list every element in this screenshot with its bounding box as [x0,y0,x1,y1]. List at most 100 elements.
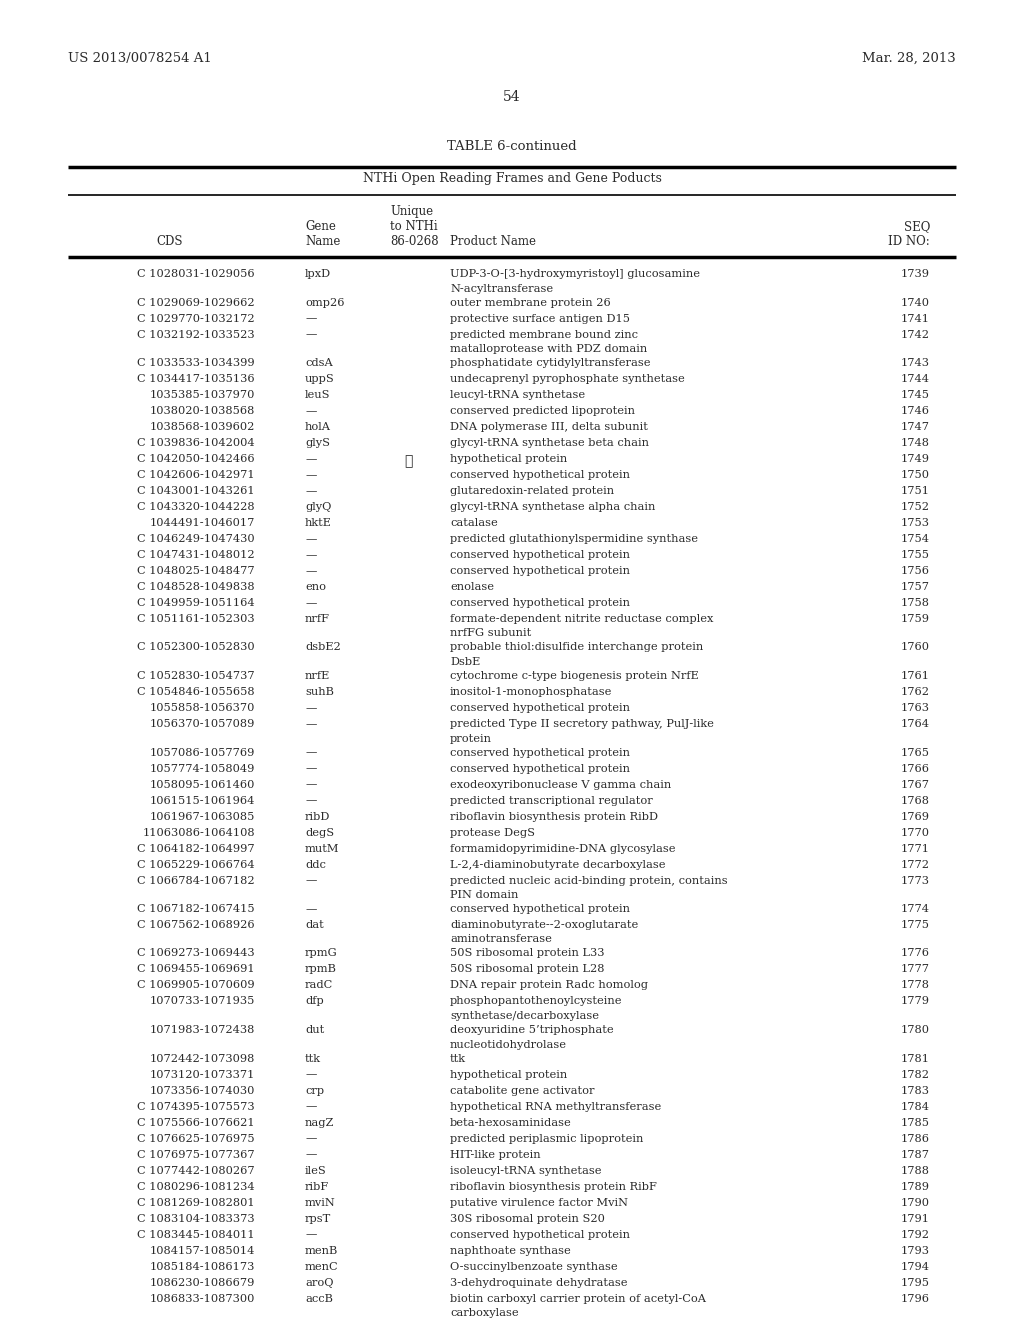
Text: 1785: 1785 [901,1118,930,1127]
Text: conserved predicted lipoprotein: conserved predicted lipoprotein [450,407,635,416]
Text: ribD: ribD [305,812,331,821]
Text: C 1067182-1067415: C 1067182-1067415 [137,904,255,913]
Text: DNA repair protein Radc homolog: DNA repair protein Radc homolog [450,981,648,990]
Text: 1086833-1087300: 1086833-1087300 [150,1294,255,1304]
Text: C 1076625-1076975: C 1076625-1076975 [137,1134,255,1143]
Text: Gene: Gene [305,220,336,234]
Text: 11063086-1064108: 11063086-1064108 [142,828,255,837]
Text: 1767: 1767 [901,780,930,789]
Text: menC: menC [305,1262,339,1271]
Text: holA: holA [305,422,331,432]
Text: C 1077442-1080267: C 1077442-1080267 [137,1166,255,1176]
Text: 1780: 1780 [901,1026,930,1035]
Text: 1770: 1770 [901,828,930,837]
Text: glutaredoxin-related protein: glutaredoxin-related protein [450,486,614,496]
Text: diaminobutyrate--2-oxoglutarate: diaminobutyrate--2-oxoglutarate [450,920,638,931]
Text: —: — [305,1150,316,1159]
Text: undecaprenyl pyrophosphate synthetase: undecaprenyl pyrophosphate synthetase [450,374,685,384]
Text: C 1032192-1033523: C 1032192-1033523 [137,330,255,339]
Text: C 1042606-1042971: C 1042606-1042971 [137,470,255,480]
Text: 1057086-1057769: 1057086-1057769 [150,747,255,758]
Text: —: — [305,1101,316,1111]
Text: 1749: 1749 [901,454,930,465]
Text: —: — [305,719,316,729]
Text: C 1028031-1029056: C 1028031-1029056 [137,269,255,279]
Text: PIN domain: PIN domain [450,890,518,900]
Text: uppS: uppS [305,374,335,384]
Text: predicted transcriptional regulator: predicted transcriptional regulator [450,796,652,805]
Text: conserved hypothetical protein: conserved hypothetical protein [450,704,630,713]
Text: 1757: 1757 [901,582,930,591]
Text: 1781: 1781 [901,1053,930,1064]
Text: N-acyltransferase: N-acyltransferase [450,284,553,293]
Text: 1056370-1057089: 1056370-1057089 [150,719,255,729]
Text: predicted glutathionylspermidine synthase: predicted glutathionylspermidine synthas… [450,535,698,544]
Text: beta-hexosaminidase: beta-hexosaminidase [450,1118,571,1127]
Text: —: — [305,1229,316,1239]
Text: 1085184-1086173: 1085184-1086173 [150,1262,255,1271]
Text: 1755: 1755 [901,550,930,560]
Text: 1777: 1777 [901,965,930,974]
Text: C 1054846-1055658: C 1054846-1055658 [137,686,255,697]
Text: ID NO:: ID NO: [888,235,930,248]
Text: 50S ribosomal protein L33: 50S ribosomal protein L33 [450,949,604,958]
Text: —: — [305,566,316,576]
Text: DsbE: DsbE [450,657,480,667]
Text: 1774: 1774 [901,904,930,913]
Text: 1741: 1741 [901,314,930,323]
Text: 1791: 1791 [901,1213,930,1224]
Text: conserved hypothetical protein: conserved hypothetical protein [450,1229,630,1239]
Text: hktE: hktE [305,517,332,528]
Text: glyQ: glyQ [305,502,332,512]
Text: CDS: CDS [157,235,183,248]
Text: C 1052830-1054737: C 1052830-1054737 [137,671,255,681]
Text: rpsT: rpsT [305,1213,331,1224]
Text: C 1042050-1042466: C 1042050-1042466 [137,454,255,465]
Text: protein: protein [450,734,492,743]
Text: 1035385-1037970: 1035385-1037970 [150,389,255,400]
Text: C 1052300-1052830: C 1052300-1052830 [137,643,255,652]
Text: 1779: 1779 [901,997,930,1006]
Text: 1788: 1788 [901,1166,930,1176]
Text: predicted nucleic acid-binding protein, contains: predicted nucleic acid-binding protein, … [450,875,728,886]
Text: formate-dependent nitrite reductase complex: formate-dependent nitrite reductase comp… [450,614,714,624]
Text: 1759: 1759 [901,614,930,624]
Text: 1058095-1061460: 1058095-1061460 [150,780,255,789]
Text: 1070733-1071935: 1070733-1071935 [150,997,255,1006]
Text: 1038020-1038568: 1038020-1038568 [150,407,255,416]
Text: 1787: 1787 [901,1150,930,1159]
Text: C 1046249-1047430: C 1046249-1047430 [137,535,255,544]
Text: —: — [305,407,316,416]
Text: 54: 54 [503,90,521,104]
Text: hypothetical protein: hypothetical protein [450,454,567,465]
Text: C 1075566-1076621: C 1075566-1076621 [137,1118,255,1127]
Text: hypothetical protein: hypothetical protein [450,1069,567,1080]
Text: C 1051161-1052303: C 1051161-1052303 [137,614,255,624]
Text: C 1043001-1043261: C 1043001-1043261 [137,486,255,496]
Text: —: — [305,796,316,805]
Text: —: — [305,535,316,544]
Text: 1783: 1783 [901,1085,930,1096]
Text: ribF: ribF [305,1181,330,1192]
Text: riboflavin biosynthesis protein RibF: riboflavin biosynthesis protein RibF [450,1181,656,1192]
Text: 1765: 1765 [901,747,930,758]
Text: 1744: 1744 [901,374,930,384]
Text: mutM: mutM [305,843,340,854]
Text: leucyl-tRNA synthetase: leucyl-tRNA synthetase [450,389,585,400]
Text: —: — [305,747,316,758]
Text: 1763: 1763 [901,704,930,713]
Text: 1739: 1739 [901,269,930,279]
Text: —: — [305,598,316,609]
Text: suhB: suhB [305,686,334,697]
Text: 1745: 1745 [901,389,930,400]
Text: C 1048025-1048477: C 1048025-1048477 [137,566,255,576]
Text: matalloprotease with PDZ domain: matalloprotease with PDZ domain [450,345,647,354]
Text: 1746: 1746 [901,407,930,416]
Text: C 1048528-1049838: C 1048528-1049838 [137,582,255,591]
Text: 1038568-1039602: 1038568-1039602 [150,422,255,432]
Text: 1758: 1758 [901,598,930,609]
Text: nucleotidohydrolase: nucleotidohydrolase [450,1040,567,1049]
Text: dsbE2: dsbE2 [305,643,341,652]
Text: 1071983-1072438: 1071983-1072438 [150,1026,255,1035]
Text: 1786: 1786 [901,1134,930,1143]
